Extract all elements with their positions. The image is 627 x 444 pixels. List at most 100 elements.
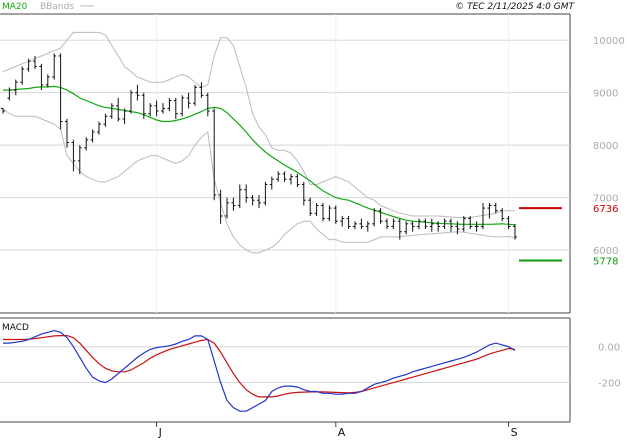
ohlc-bar	[461, 215, 466, 232]
ohlc-bar	[301, 181, 306, 206]
ohlc-bar	[33, 55, 37, 70]
ohlc-bar	[391, 218, 396, 230]
ohlc-bar	[359, 218, 364, 230]
ohlc-bar	[129, 90, 133, 114]
macd-axis-tick-label: 0.00	[598, 343, 620, 354]
ohlc-bar	[493, 202, 498, 214]
ohlc-bar	[26, 58, 31, 72]
ohlc-bar	[7, 87, 12, 101]
price-axis-tick-label: 10000	[593, 36, 625, 47]
ohlc-bar	[410, 221, 415, 232]
month-label: A	[338, 426, 346, 439]
month-label: J	[158, 426, 162, 439]
resistance-level-label: 6736	[593, 204, 618, 215]
ohlc-bar	[365, 221, 370, 232]
ohlc-bar	[314, 202, 319, 216]
ohlc-bar	[45, 74, 50, 88]
ohlc-bar	[58, 53, 63, 130]
ohlc-bar	[487, 202, 492, 219]
price-axis-tick-label: 6000	[593, 246, 618, 257]
ohlc-bar	[257, 194, 261, 209]
ohlc-bar	[225, 197, 229, 219]
ohlc-bar	[13, 79, 18, 96]
ohlc-bar	[161, 103, 165, 114]
support-level-label: 5778	[593, 257, 618, 268]
ohlc-bar	[289, 173, 293, 185]
ohlc-bar	[148, 103, 153, 117]
ohlc-bar	[180, 95, 185, 117]
ohlc-bar	[205, 92, 210, 117]
ohlc-bar	[372, 208, 377, 227]
ohlc-bar	[212, 108, 217, 201]
ohlc-bar	[327, 205, 332, 222]
ohlc-bar	[154, 100, 159, 117]
bollinger-upper-band	[2, 31, 515, 218]
ohlc-bar	[333, 205, 338, 224]
ohlc-bar	[199, 82, 204, 98]
ohlc-bar	[481, 202, 485, 230]
ohlc-bar	[269, 176, 274, 190]
ohlc-bar	[77, 145, 82, 174]
copyright-timestamp: © TEC 2/11/2025 4:0 GMT	[455, 2, 575, 12]
ohlc-bar	[506, 215, 511, 230]
ohlc-bar	[449, 218, 453, 232]
ohlc-bar	[122, 108, 127, 125]
ohlc-bar	[308, 197, 313, 216]
ohlc-bar	[513, 223, 517, 240]
ohlc-bar	[141, 92, 146, 119]
ohlc-bar	[282, 171, 287, 182]
ohlc-bar	[397, 218, 402, 240]
ohlc-bar	[455, 221, 460, 235]
ohlc-bar	[321, 202, 325, 222]
ohlc-bar	[90, 129, 95, 143]
ohlc-bar	[423, 218, 428, 230]
ohlc-bar	[109, 103, 114, 119]
macd-signal-line	[3, 335, 516, 398]
ohlc-bar	[468, 215, 473, 230]
ohlc-bar	[346, 215, 351, 230]
ohlc-bar	[65, 118, 69, 148]
ohlc-bar	[237, 184, 242, 209]
ohlc-bar	[116, 97, 121, 122]
ohlc-bar	[340, 215, 345, 227]
ohlc-bar	[404, 221, 409, 235]
ohlc-bar	[250, 194, 255, 206]
ohlc-bar	[244, 184, 249, 203]
month-label: S	[511, 426, 518, 439]
ohlc-bar	[385, 218, 389, 230]
ohlc-bar	[429, 218, 434, 232]
ohlc-bar	[167, 97, 172, 112]
legend-bbands: BBands	[40, 2, 74, 12]
legend-ma20: MA20	[2, 2, 28, 12]
price-axis-tick-label: 8000	[593, 141, 618, 152]
ohlc-bar	[39, 63, 44, 91]
ohlc-bar	[263, 181, 268, 206]
macd-axis-tick-label: -200	[598, 379, 621, 390]
price-axis-tick-label: 7000	[593, 194, 618, 205]
ohlc-bar	[218, 189, 223, 224]
macd-panel-label: MACD	[2, 323, 29, 333]
ohlc-bar	[353, 221, 357, 230]
ohlc-bar	[378, 208, 383, 224]
ohlc-bar	[97, 121, 101, 135]
bollinger-lower-band	[2, 108, 516, 254]
ohlc-bar	[442, 218, 447, 230]
ohlc-bar	[103, 113, 108, 127]
ohlc-bar	[193, 84, 197, 106]
ohlc-bar	[474, 221, 479, 232]
ohlc-bar	[173, 97, 178, 119]
ohlc-bar	[500, 208, 505, 222]
ma20-line	[3, 85, 516, 226]
ohlc-bar	[186, 92, 191, 109]
ohlc-bar	[417, 218, 421, 230]
ohlc-bar	[436, 221, 441, 232]
ohlc-bar	[1, 107, 5, 114]
ohlc-bar	[276, 171, 281, 182]
ohlc-bar	[84, 137, 89, 151]
ohlc-bar	[71, 139, 76, 172]
ohlc-bar	[135, 84, 140, 101]
ohlc-bar	[20, 66, 25, 85]
ohlc-bar	[295, 173, 300, 188]
